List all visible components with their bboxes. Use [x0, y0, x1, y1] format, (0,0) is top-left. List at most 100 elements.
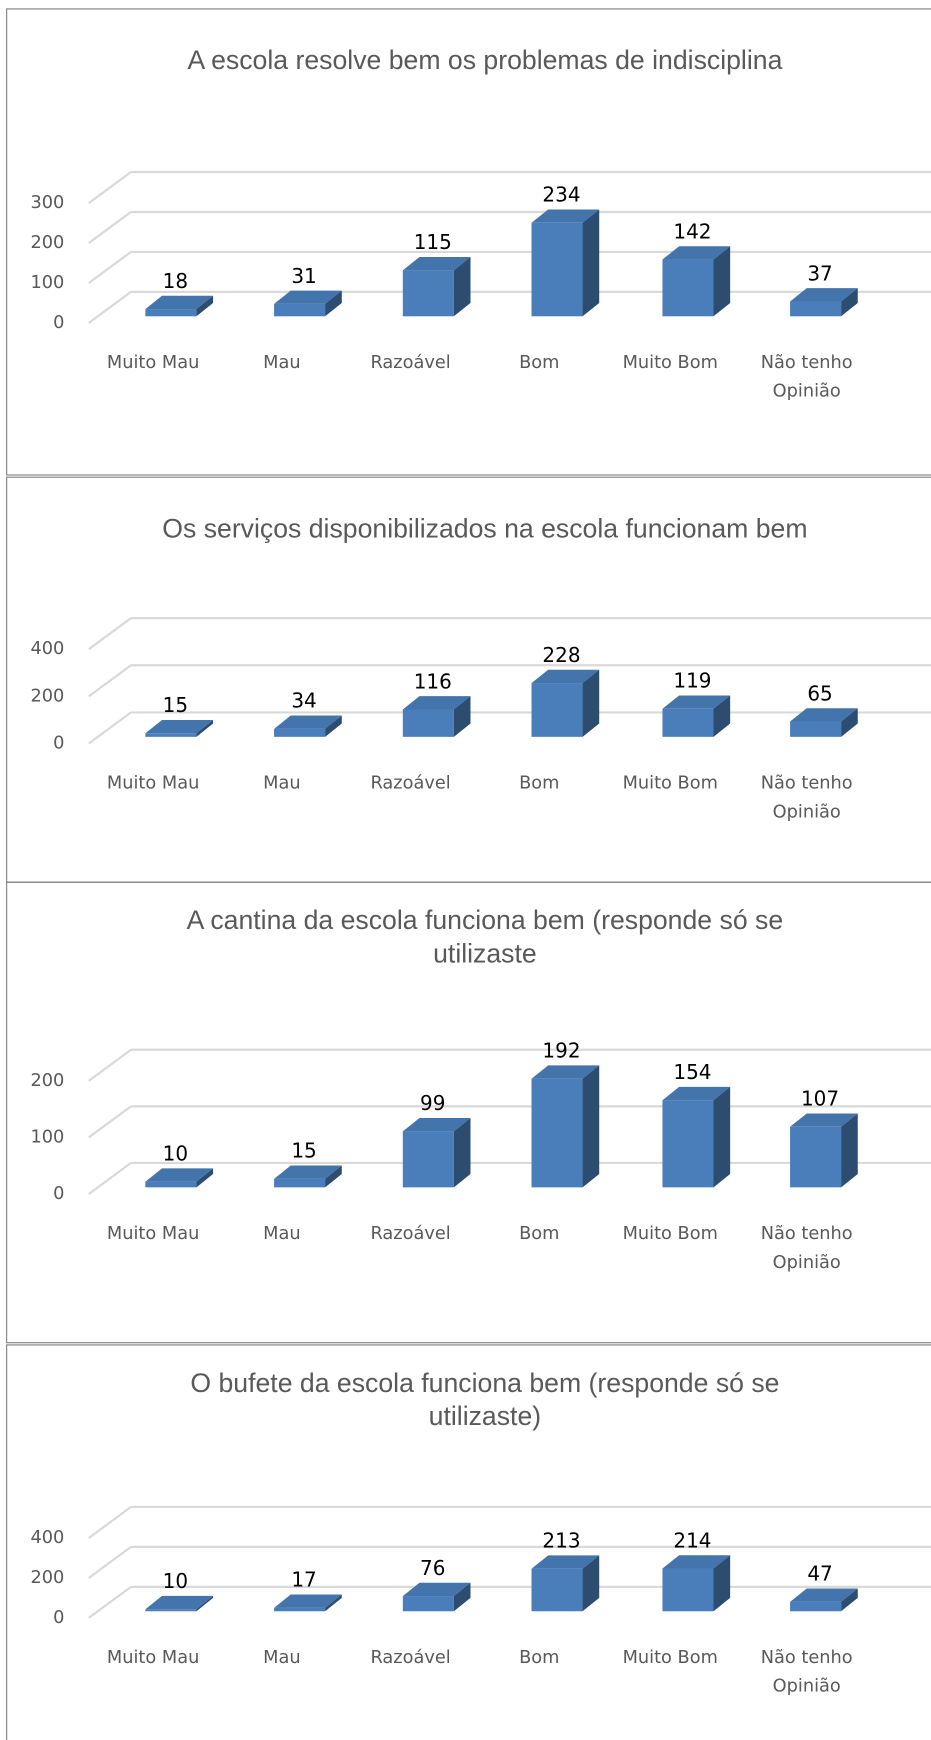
- x-tick-label: Muito Bom: [623, 353, 718, 373]
- data-label: 99: [420, 1091, 445, 1115]
- y-tick-label: 0: [53, 1608, 64, 1628]
- x-tick-label: Razoável: [370, 353, 450, 373]
- y-tick-label: 0: [53, 313, 64, 333]
- y-tick-label: 200: [30, 686, 64, 706]
- data-label: 142: [673, 219, 711, 243]
- bar-side: [582, 669, 600, 737]
- x-tick-label: Mau: [263, 353, 300, 373]
- bar-top: [790, 1588, 858, 1602]
- bar: [790, 1126, 842, 1188]
- grid-line: [88, 1585, 132, 1619]
- bar: [662, 1568, 714, 1612]
- x-tick-label: Bom: [519, 773, 559, 793]
- x-tick-label: Não tenho Opinião: [761, 1224, 853, 1273]
- y-tick-label: 100: [30, 1127, 64, 1147]
- bar-top: [145, 295, 214, 310]
- x-tick-label: Muito Bom: [623, 1224, 718, 1244]
- panel-border: [6, 1344, 931, 1740]
- bar-side: [196, 1595, 214, 1612]
- grid-line: [88, 1545, 132, 1579]
- bar-top: [402, 257, 471, 271]
- bar-top: [790, 288, 858, 302]
- data-label: 234: [542, 183, 580, 207]
- chart-title: A cantina da escola funciona bem (respon…: [187, 905, 784, 968]
- grid-line: [88, 1506, 132, 1539]
- bar-side: [325, 1165, 342, 1188]
- data-label: 192: [542, 1039, 580, 1063]
- grid-line: [88, 1162, 132, 1195]
- chart-title: A escola resolve bem os problemas de ind…: [187, 45, 782, 75]
- data-label: 154: [673, 1060, 711, 1084]
- bar: [274, 303, 326, 317]
- bar-side: [325, 1594, 342, 1612]
- y-tick-label: 400: [30, 1528, 64, 1548]
- grid-line: [88, 171, 132, 204]
- bar: [402, 1131, 454, 1188]
- x-tick-label: Razoável: [370, 1648, 450, 1668]
- bar-side: [841, 708, 858, 737]
- bar-top: [531, 209, 600, 223]
- bar-top: [274, 715, 342, 729]
- data-label: 115: [414, 230, 452, 254]
- x-tick-label: Não tenho Opinião: [761, 353, 853, 402]
- x-tick-label: Bom: [519, 1648, 559, 1668]
- data-label: 17: [291, 1568, 316, 1592]
- grid-line: [88, 1048, 132, 1082]
- bar-side: [196, 1168, 214, 1188]
- bar-side: [582, 1065, 600, 1188]
- x-tick-label: Mau: [263, 1224, 300, 1244]
- bar: [145, 1609, 197, 1612]
- chart: Os serviços disponibilizados na escola f…: [6, 476, 931, 883]
- bar: [402, 270, 454, 317]
- data-label: 214: [673, 1528, 711, 1552]
- bar-side: [841, 1113, 858, 1188]
- bar-top: [662, 1555, 731, 1569]
- bar: [274, 1607, 326, 1612]
- bar: [790, 1601, 842, 1612]
- chart-title: Os serviços disponibilizados na escola f…: [162, 513, 807, 543]
- bar-top: [145, 1595, 214, 1610]
- bar: [531, 683, 583, 737]
- bar-side: [325, 715, 342, 737]
- y-tick-label: 200: [30, 233, 64, 253]
- x-tick-label: Muito Mau: [107, 773, 199, 793]
- x-tick-label: Bom: [519, 1224, 559, 1244]
- bar-side: [453, 257, 471, 317]
- y-tick-label: 100: [30, 273, 64, 293]
- bar-side: [325, 290, 342, 317]
- bar-top: [145, 1168, 214, 1182]
- bar-side: [582, 1555, 600, 1612]
- x-tick-label: Muito Bom: [623, 773, 718, 793]
- bar-top: [145, 719, 214, 734]
- bar-side: [713, 695, 731, 737]
- bar: [662, 1100, 714, 1188]
- grid-line: [88, 251, 132, 284]
- y-tick-label: 200: [30, 1071, 64, 1091]
- x-tick-label: Muito Bom: [623, 1648, 718, 1668]
- bar: [531, 1078, 583, 1188]
- bar: [145, 309, 197, 317]
- data-label: 15: [291, 1139, 316, 1163]
- bar-side: [713, 246, 731, 317]
- bar: [531, 1568, 583, 1612]
- bar: [145, 733, 197, 737]
- bar-top: [402, 1582, 471, 1597]
- bar: [402, 709, 454, 737]
- bar-top: [790, 708, 858, 722]
- bar-top: [662, 1086, 731, 1101]
- x-tick-label: Bom: [519, 353, 559, 373]
- chart: O bufete da escola funciona bem (respond…: [6, 1344, 931, 1740]
- data-label: 37: [807, 261, 832, 285]
- bar-top: [662, 246, 731, 260]
- bar: [531, 222, 583, 317]
- bar: [402, 1596, 454, 1612]
- data-label: 76: [420, 1556, 445, 1580]
- bar: [662, 708, 714, 737]
- y-tick-label: 400: [30, 639, 64, 659]
- bar-side: [841, 288, 858, 317]
- bar: [274, 1178, 326, 1188]
- chart: A escola resolve bem os problemas de ind…: [6, 8, 931, 476]
- bar: [274, 728, 326, 737]
- x-tick-label: Não tenho Opinião: [761, 773, 853, 822]
